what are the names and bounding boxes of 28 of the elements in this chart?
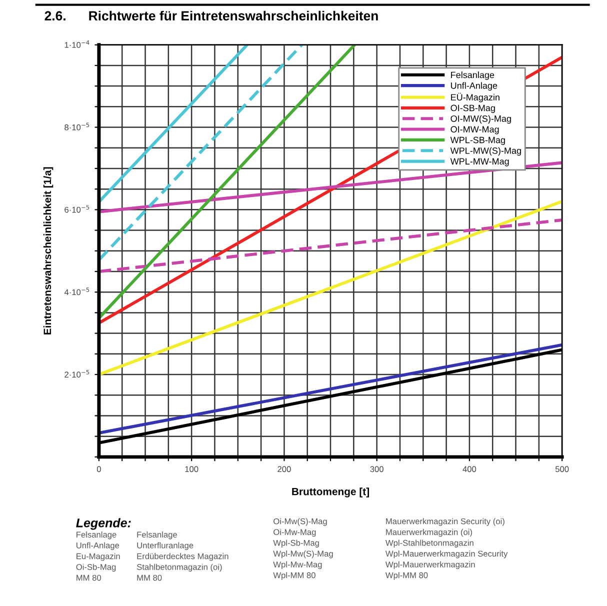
legend-label: EÜ-Magazin: [451, 92, 500, 102]
text: Felsanlage Unfl-Anlage Eu-Magazin Oi-Sb-Mag MM 80: [76, 531, 120, 581]
x-tick-label: 300: [370, 466, 384, 472]
legend-label: WPL-MW-Mag: [450, 158, 509, 166]
x-tick-label: 500: [555, 466, 569, 472]
x-tick-label: 0: [96, 466, 101, 472]
y-tick-label: 6·10$^{−5}$: [64, 205, 90, 213]
text: Legende:: [76, 518, 131, 530]
x-axis-title: Bruttomenge [t]: [292, 488, 369, 498]
text: Mauerwerkmagazin Security (oi) Mauerwerkmagazin (oi) Wpl-Stahlbetonmagazin Wpl-Mauerwerkmagazin Security Wpl-Mauerwerkmagazin Wpl-MM 80: [385, 518, 508, 580]
legend-label: WPL-MW(S)-Mag: [450, 147, 521, 156]
legend-label: OI-MW-Mag: [450, 126, 499, 134]
y-tick-label: 2·10$^{−5}$: [64, 370, 90, 378]
y-tick-label: 8·10$^{−5}$: [64, 122, 90, 130]
x-tick-label: 200: [278, 466, 291, 472]
legend-label: WPL-SB-Mag: [450, 136, 505, 145]
text: Felsanlage Unterfluranlage Erdüberdecktes Magazin Stahlbetonmagazin (oi) MM 80: [136, 531, 228, 581]
x-tick-label: 100: [185, 466, 198, 472]
legend-label: OI-SB-Mag: [450, 104, 495, 113]
legend-label: Unfl-Anlage: [451, 82, 498, 91]
y-tick-label: 4·10$^{−5}$: [64, 288, 90, 296]
legend-label: Felsanlage: [451, 72, 494, 80]
y-axis-title: Eintretenswahrscheinlichkeit [1/a]: [43, 167, 54, 334]
y-tick-label: 1·10$^{−4}$: [64, 40, 90, 48]
chart-title: 2.6. Richtwerte für Eintretenswahrscheinlichkeiten: [44, 10, 378, 21]
legend-label: OI-MW(S)-Mag: [450, 115, 511, 124]
text: Oi-Mw(S)-Mag Oi-Mw-Mag Wpl-Sb-Mag Wpl-Mw(S)-Mag Wpl-Mw-Mag Wpl-MM 80: [273, 518, 333, 580]
x-tick-label: 400: [462, 466, 476, 472]
